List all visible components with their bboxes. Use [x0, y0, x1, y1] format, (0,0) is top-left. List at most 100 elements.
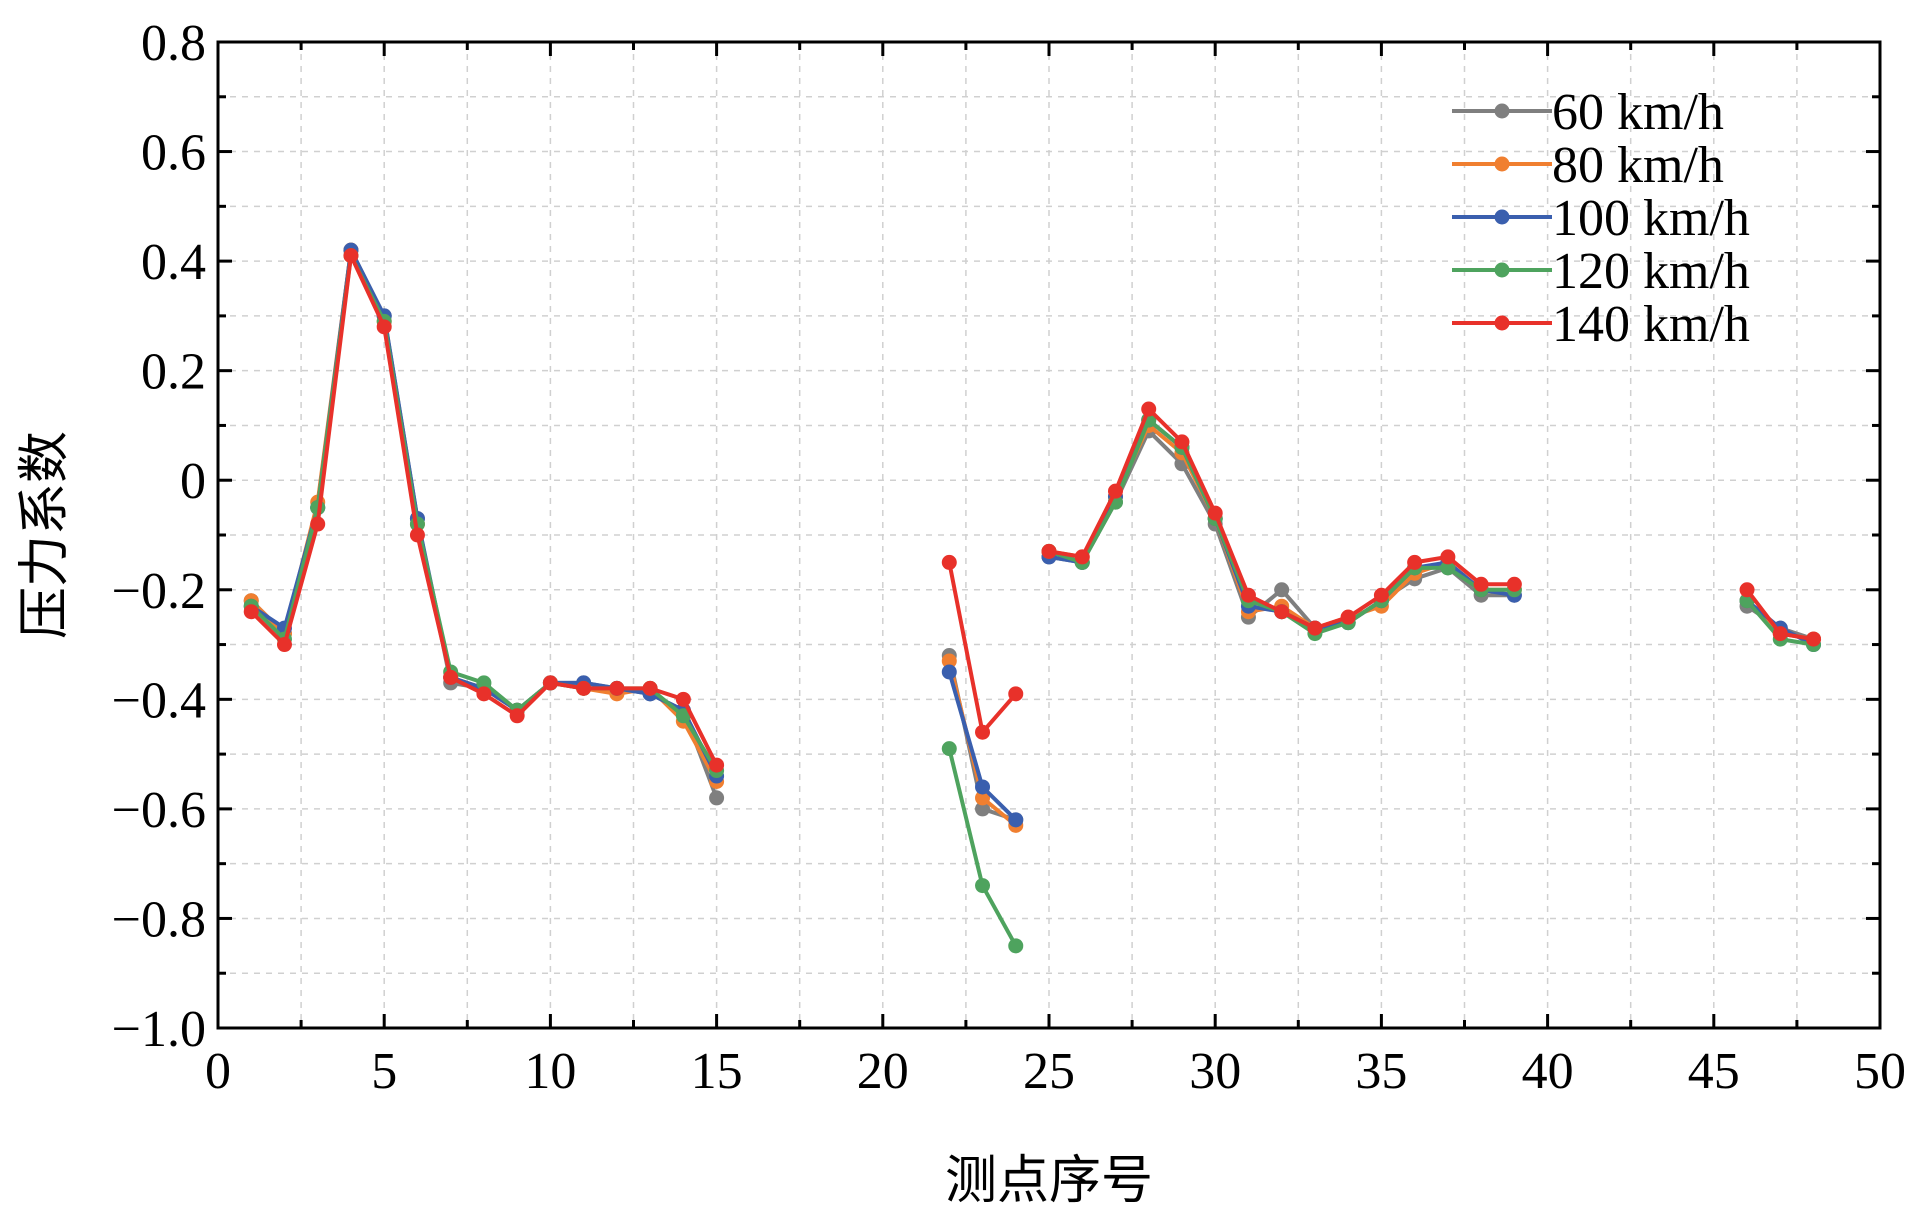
- grid-lines: [218, 42, 1880, 1028]
- data-point: [276, 637, 292, 653]
- data-point: [1008, 812, 1024, 828]
- data-point: [310, 516, 326, 532]
- legend-swatch-marker: [1494, 262, 1510, 278]
- legend-item: 120 km/h: [1452, 243, 1750, 300]
- data-point: [1274, 604, 1290, 620]
- data-point: [1141, 401, 1157, 417]
- series-line: [1048, 423, 1515, 631]
- x-tick-label: 40: [1522, 1043, 1574, 1100]
- x-tick-label: 0: [205, 1043, 231, 1100]
- legend-item: 60 km/h: [1452, 84, 1724, 141]
- y-tick-label: 0.6: [141, 125, 206, 182]
- x-tick-label: 35: [1355, 1043, 1407, 1100]
- x-axis-title: 测点序号: [945, 1151, 1153, 1211]
- data-point: [576, 680, 592, 696]
- x-tick-label: 10: [524, 1043, 576, 1100]
- data-point: [975, 801, 991, 817]
- y-tick-label: 0.8: [141, 15, 206, 72]
- series-line: [947, 748, 1018, 947]
- tick-labels: 0 5 10 15 20 25 30 35 40 45 50 −1.0 −0.8 −0.6 −0.4 −0.2…: [112, 15, 1906, 1100]
- x-tick-label: 45: [1688, 1043, 1740, 1100]
- data-point: [509, 708, 525, 724]
- data-point: [1174, 434, 1190, 450]
- legend-label: 60 km/h: [1552, 84, 1724, 141]
- data-point: [975, 790, 991, 806]
- legend-label: 120 km/h: [1552, 243, 1750, 300]
- x-tick-label: 20: [857, 1043, 909, 1100]
- legend-item: 100 km/h: [1452, 190, 1750, 247]
- legend-label: 140 km/h: [1552, 296, 1750, 353]
- data-point: [1041, 543, 1057, 559]
- x-tick-label: 5: [371, 1043, 397, 1100]
- data-point: [1373, 587, 1389, 603]
- y-tick-label: −0.6: [112, 782, 206, 839]
- data-point: [1407, 554, 1423, 570]
- data-point: [1440, 549, 1456, 565]
- legend-item: 140 km/h: [1452, 296, 1750, 353]
- y-tick-label: 0.2: [141, 344, 206, 401]
- data-point: [409, 527, 425, 543]
- series-140-km-h: [243, 248, 1822, 773]
- data-point: [675, 691, 691, 707]
- y-tick-label: −1.0: [112, 1001, 206, 1058]
- data-point: [941, 554, 957, 570]
- data-point: [1506, 576, 1522, 592]
- legend-swatch-marker: [1494, 209, 1510, 225]
- data-point: [1473, 576, 1489, 592]
- data-point: [609, 680, 625, 696]
- data-point: [975, 878, 991, 894]
- data-point: [343, 248, 359, 264]
- y-tick-label: −0.8: [112, 891, 206, 948]
- data-point: [1340, 609, 1356, 625]
- data-point: [1008, 686, 1024, 702]
- legend-swatch-marker: [1494, 156, 1510, 172]
- plot-frame: [216, 40, 1882, 1030]
- data-point: [443, 669, 459, 685]
- data-point: [1074, 549, 1090, 565]
- x-tick-label: 50: [1854, 1043, 1906, 1100]
- y-axis-title: 压力系数: [15, 431, 75, 639]
- y-tick-label: 0.4: [141, 234, 206, 291]
- data-point: [1307, 620, 1323, 636]
- data-point: [709, 790, 725, 806]
- data-point: [709, 757, 725, 773]
- data-point: [675, 708, 691, 724]
- data-point: [941, 653, 957, 669]
- x-tick-label: 15: [691, 1043, 743, 1100]
- data-point: [1008, 938, 1024, 954]
- data-point: [1806, 631, 1822, 647]
- legend-swatch-marker: [1494, 315, 1510, 331]
- data-point: [476, 675, 492, 691]
- data-point: [1772, 626, 1788, 642]
- data-point: [975, 724, 991, 740]
- data-point: [642, 680, 658, 696]
- y-tick-label: −0.2: [112, 563, 206, 620]
- data-point: [1107, 483, 1123, 499]
- data-point: [941, 741, 957, 757]
- data-point: [1207, 505, 1223, 521]
- x-tick-label: 25: [1023, 1043, 1075, 1100]
- data-point: [542, 675, 558, 691]
- data-point: [476, 686, 492, 702]
- data-point: [1440, 560, 1456, 576]
- legend-label: 80 km/h: [1552, 137, 1724, 194]
- data-point: [376, 319, 392, 335]
- legend-label: 100 km/h: [1552, 190, 1750, 247]
- data-point: [1739, 582, 1755, 598]
- y-tick-label: 0: [180, 453, 206, 510]
- data-point: [941, 664, 957, 680]
- series-layer: [243, 242, 1822, 954]
- legend-swatch-marker: [1494, 103, 1510, 119]
- series-line: [1048, 428, 1515, 631]
- data-point: [1240, 587, 1256, 603]
- data-point: [975, 779, 991, 795]
- data-point: [243, 604, 259, 620]
- data-point: [1274, 582, 1290, 598]
- y-tick-label: −0.4: [112, 672, 206, 729]
- series-line: [249, 248, 719, 783]
- series-120-km-h: [243, 248, 1822, 954]
- x-tick-label: 30: [1189, 1043, 1241, 1100]
- legend-item: 80 km/h: [1452, 137, 1724, 194]
